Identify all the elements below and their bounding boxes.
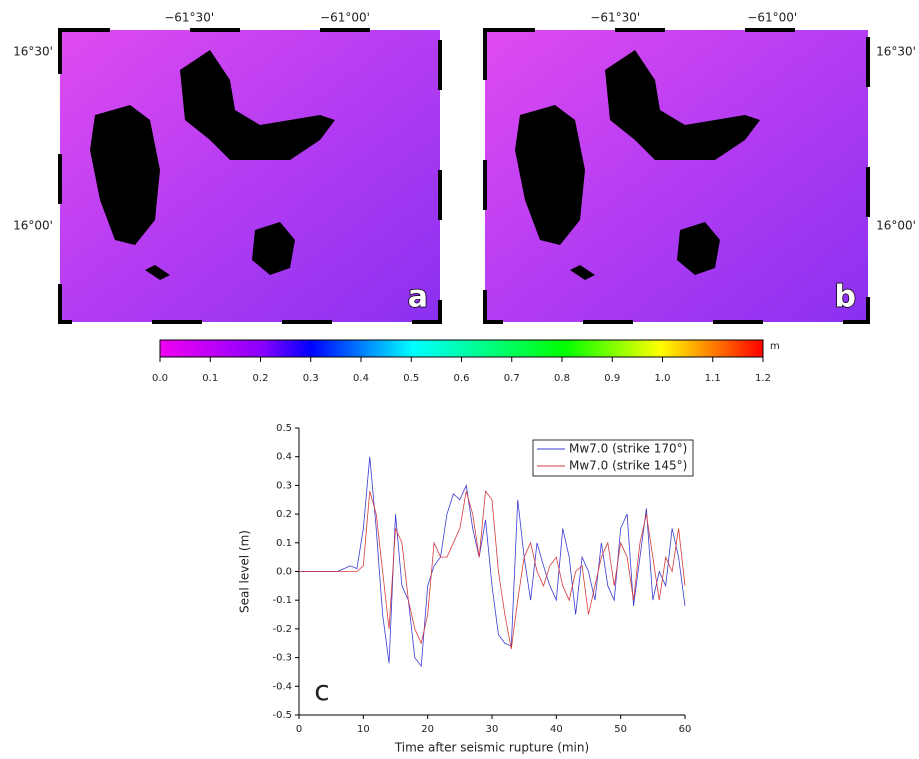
colorbar-tick-label: 0.2 <box>253 373 269 384</box>
x-tick-label: 60 <box>679 724 692 735</box>
colorbar-tick-label: 0.5 <box>403 373 419 384</box>
colorbar-tick-label: 1.1 <box>705 373 721 384</box>
lon-tick-label: −61°00' <box>320 11 370 25</box>
colorbar-tick-label: 0.8 <box>554 373 570 384</box>
colorbar-tick-label: 1.0 <box>655 373 671 384</box>
lon-tick-label: −61°30' <box>164 11 214 25</box>
y-tick-label: 0.2 <box>276 509 292 520</box>
y-tick-label: 0.4 <box>276 452 292 463</box>
y-tick-label: -0.4 <box>272 681 292 692</box>
colorbar-unit: m <box>770 341 780 352</box>
colorbar-tick-label: 0.1 <box>202 373 218 384</box>
panel-label: c <box>314 674 329 707</box>
y-tick-label: -0.1 <box>272 595 292 606</box>
y-axis-label: Seal level (m) <box>238 530 252 613</box>
x-tick-label: 20 <box>421 724 434 735</box>
map-frame <box>483 28 870 324</box>
colorbar-tick-label: 0.7 <box>504 373 520 384</box>
series-line <box>299 490 686 650</box>
map-a <box>58 28 442 324</box>
colorbar-tick-label: 0.0 <box>152 373 168 384</box>
lat-tick-label: 16°30' <box>13 45 53 59</box>
colorbar-tick-label: 0.3 <box>303 373 319 384</box>
y-tick-label: -0.2 <box>272 624 292 635</box>
colorbar-tick-label: 1.2 <box>755 373 771 384</box>
colorbar-tick-label: 0.4 <box>353 373 369 384</box>
panel-label: a <box>408 280 428 315</box>
lat-tick-label: 16°30' <box>876 45 916 59</box>
x-axis-label: Time after seismic rupture (min) <box>394 741 589 755</box>
x-tick-label: 0 <box>296 724 302 735</box>
colorbar <box>159 339 764 358</box>
y-tick-label: 0.5 <box>276 423 292 434</box>
legend-label: Mw7.0 (strike 170°) <box>569 442 687 456</box>
lon-tick-label: −61°00' <box>747 11 797 25</box>
legend-label: Mw7.0 (strike 145°) <box>569 459 687 473</box>
y-tick-label: -0.5 <box>272 710 292 721</box>
y-tick-label: 0.0 <box>276 567 292 578</box>
y-tick-label: 0.3 <box>276 480 292 491</box>
colorbar-tick-label: 0.9 <box>604 373 620 384</box>
colorbar-tick-label: 0.6 <box>454 373 470 384</box>
y-tick-label: -0.3 <box>272 653 292 664</box>
lat-tick-label: 16°00' <box>13 219 53 233</box>
series-line <box>299 456 686 668</box>
lat-tick-label: 16°00' <box>876 219 916 233</box>
map-b <box>483 28 870 324</box>
y-tick-label: 0.1 <box>276 538 292 549</box>
x-tick-label: 40 <box>550 724 563 735</box>
panel-label: b <box>835 280 856 315</box>
x-tick-label: 50 <box>614 724 627 735</box>
x-tick-label: 30 <box>486 724 499 735</box>
legend-box <box>532 439 694 477</box>
lon-tick-label: −61°30' <box>590 11 640 25</box>
x-tick-label: 10 <box>357 724 370 735</box>
map-frame <box>58 28 442 324</box>
